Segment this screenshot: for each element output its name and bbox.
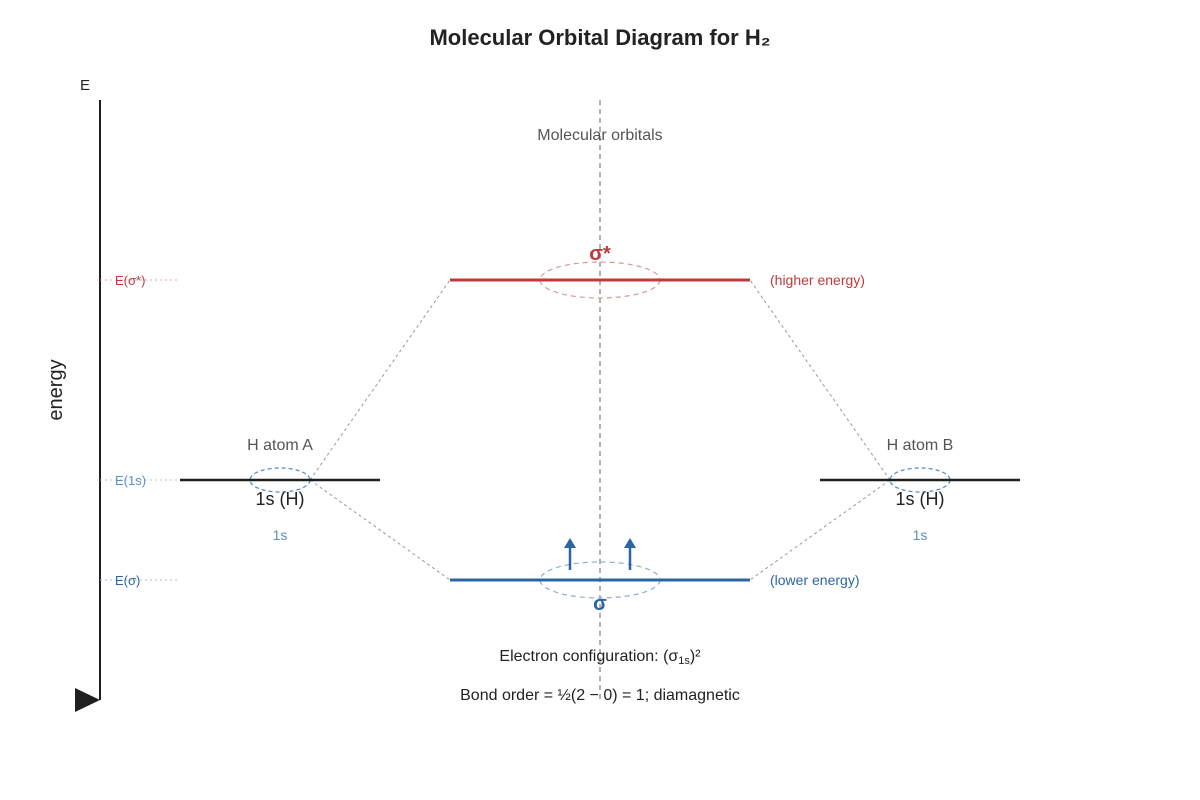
sigma-star-orbital: σ* (higher energy)	[450, 243, 865, 299]
correlation-line-a-sigma-star	[309, 279, 451, 481]
sigma-orbital: σ (lower energy)	[450, 538, 859, 615]
atom-a: H atom A 1s (H) 1s	[180, 437, 380, 543]
axis-ticks: E(σ*) E(1s) E(σ)	[100, 273, 180, 588]
center-heading: Molecular orbitals	[537, 127, 662, 144]
tick-label-sigma: E(σ)	[115, 573, 140, 588]
atom-b-level-label: 1s (H)	[896, 489, 945, 509]
correlation-line-b-sigma-star	[749, 279, 891, 481]
electron-up-arrow-icon	[624, 538, 636, 570]
atom-b-sub-label: 1s	[913, 527, 928, 543]
correlation-lines	[309, 279, 891, 581]
axis-ylabel: energy	[45, 359, 67, 420]
diagram-title: Molecular Orbital Diagram for H₂	[429, 25, 770, 50]
sigma-note: (lower energy)	[770, 572, 859, 588]
atom-b: H atom B 1s (H) 1s	[820, 437, 1020, 543]
correlation-line-a-sigma	[309, 479, 451, 581]
atom-b-heading: H atom B	[887, 437, 954, 454]
atom-a-heading: H atom A	[247, 437, 313, 454]
bond-order: Bond order = ½(2 − 0) = 1; diamagnetic	[460, 687, 740, 704]
sigma-star-note: (higher energy)	[770, 272, 865, 288]
electron-up-arrow-icon	[564, 538, 576, 570]
tick-label-sigma-star: E(σ*)	[115, 273, 145, 288]
atom-a-level-label: 1s (H)	[256, 489, 305, 509]
sigma-star-symbol: σ*	[589, 243, 611, 265]
axis-top-label: E	[80, 77, 90, 94]
energy-axis: E energy	[45, 77, 101, 712]
axis-arrow-icon	[75, 688, 100, 712]
atom-a-sub-label: 1s	[273, 527, 288, 543]
sigma-symbol: σ	[593, 593, 607, 615]
electron-configuration: Electron configuration: (σ1s)²	[499, 648, 701, 667]
correlation-line-b-sigma	[749, 479, 891, 581]
tick-label-atomic: E(1s)	[115, 473, 146, 488]
